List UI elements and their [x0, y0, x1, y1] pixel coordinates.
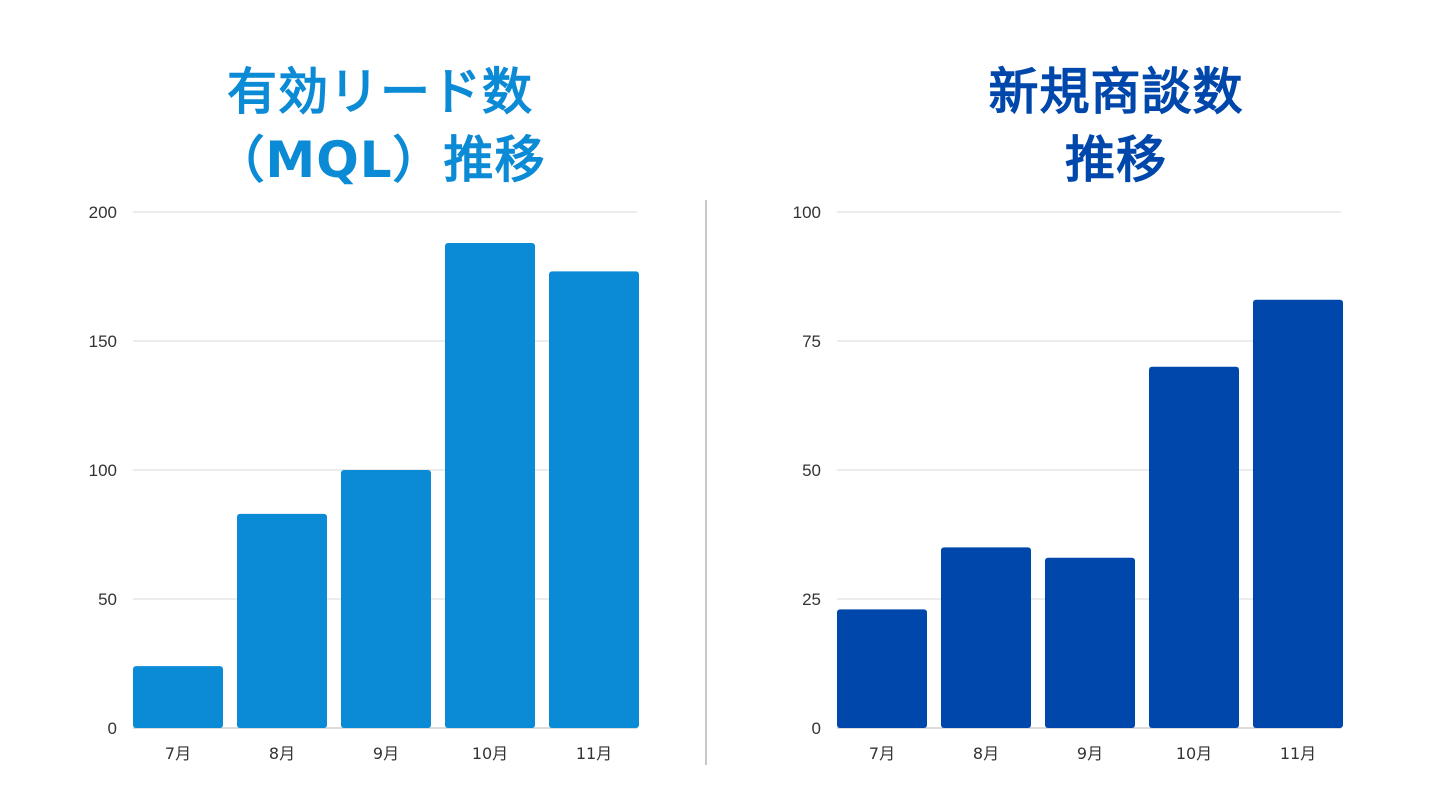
x-category-label: 8月 [973, 744, 999, 763]
y-tick-label: 50 [98, 590, 117, 609]
bar [133, 666, 223, 728]
x-category-label: 10月 [1176, 744, 1212, 763]
x-category-label: 11月 [576, 744, 612, 763]
chart-title-deals: 新規商談数 推移 [866, 58, 1366, 194]
chart-panel-mql: 有効リード数 （MQL）推移 0 50 100 150 200 7月 8月 9月 10月 11月 [0, 0, 705, 810]
bar [237, 513, 327, 728]
bar [941, 547, 1031, 728]
chart-title-line-2: （MQL）推移 [214, 131, 546, 189]
x-category-label: 11月 [1280, 744, 1316, 763]
y-tick-label: 0 [108, 719, 117, 738]
x-category-label: 7月 [165, 744, 191, 763]
bar [1149, 366, 1239, 728]
chart-title-mql: 有効リード数 （MQL）推移 [110, 58, 650, 194]
y-tick-label: 200 [89, 203, 117, 222]
chart-title-line-2: 推移 [1065, 131, 1167, 189]
y-tick-label: 100 [89, 461, 117, 480]
y-tick-label: 100 [793, 203, 821, 222]
chart-title-line-1: 有効リード数 [227, 63, 533, 121]
y-tick-label: 150 [89, 332, 117, 351]
bar [1253, 299, 1343, 728]
y-tick-label: 0 [812, 719, 821, 738]
bar [341, 470, 431, 728]
x-category-label: 9月 [1077, 744, 1103, 763]
bar [837, 609, 927, 728]
x-category-label: 10月 [472, 744, 508, 763]
bar-chart-mql: 0 50 100 150 200 7月 8月 9月 10月 11月 [89, 203, 639, 763]
chart-title-line-1: 新規商談数 [988, 63, 1244, 121]
bar [445, 242, 535, 728]
chart-panel-deals: 新規商談数 推移 0 25 50 75 100 7月 8月 9月 10月 11月 [706, 0, 1440, 810]
y-tick-label: 75 [802, 332, 821, 351]
bar-chart-deals: 0 25 50 75 100 7月 8月 9月 10月 11月 [793, 203, 1343, 763]
panel-divider [705, 200, 707, 765]
bar [549, 271, 639, 728]
y-tick-label: 25 [802, 590, 821, 609]
x-category-label: 9月 [373, 744, 399, 763]
x-category-label: 8月 [269, 744, 295, 763]
x-category-label: 7月 [869, 744, 895, 763]
y-tick-label: 50 [802, 461, 821, 480]
bar [1045, 557, 1135, 728]
